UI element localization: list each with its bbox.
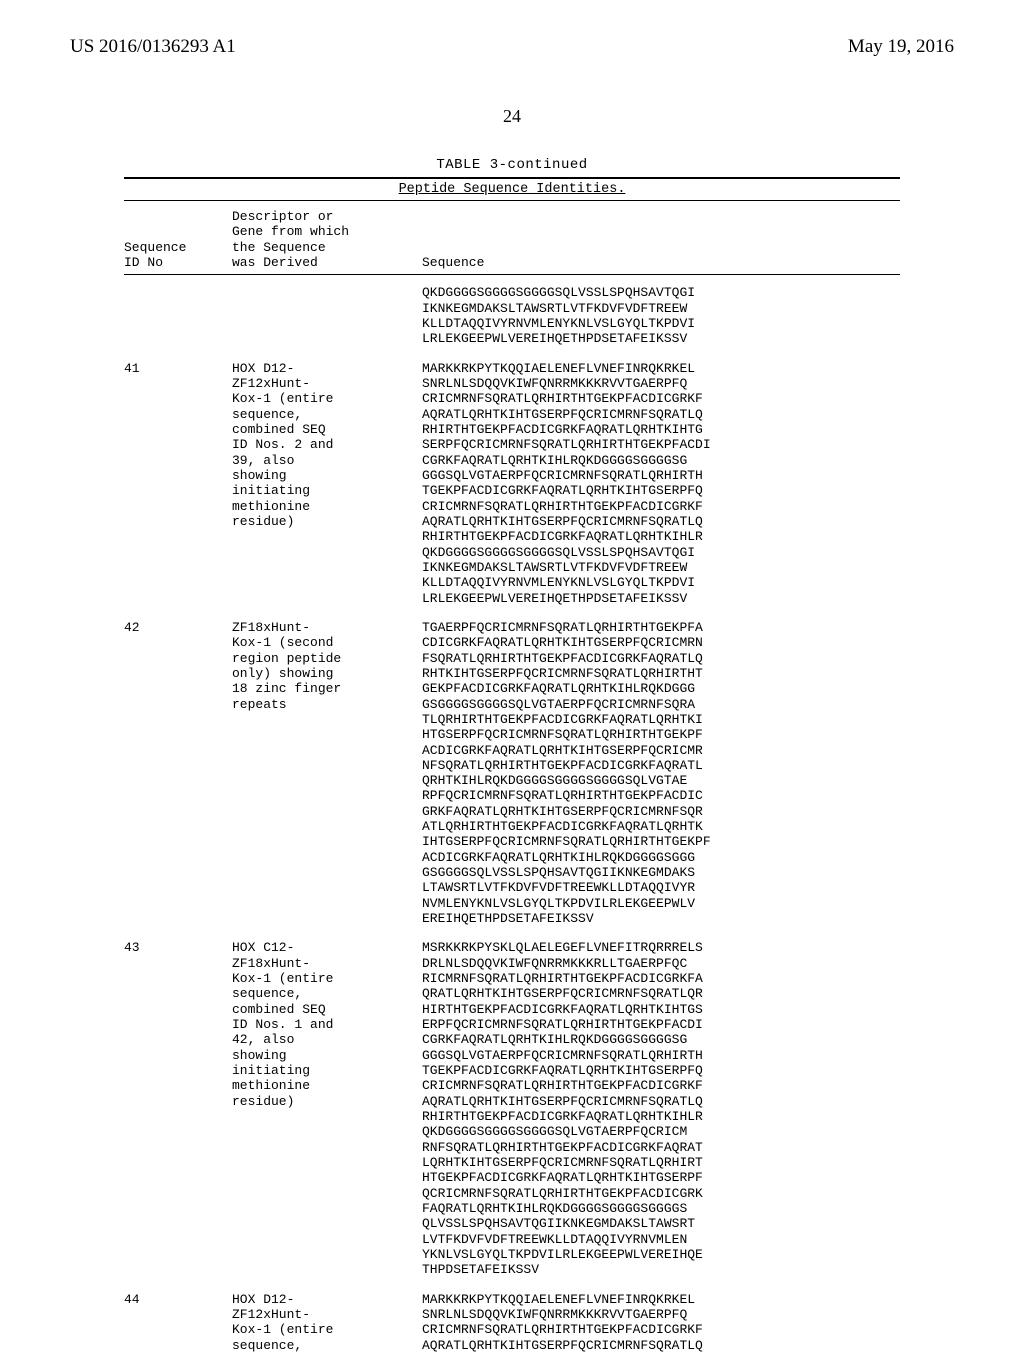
sequence-line: YKNLVSLGYQLTKPDVILRLEKGEEPWLVEREIHQE xyxy=(422,1247,900,1262)
cell-seq-id: 43 xyxy=(124,940,232,955)
page-number: 24 xyxy=(70,106,954,127)
sequence-line: SNRLNLSDQQVKIWFQNRRMKKKRVVTGAERPFQ xyxy=(422,376,900,391)
sequence-line: NVMLENYKNLVSLGYQLTKPDVILRLEKGEEPWLV xyxy=(422,896,900,911)
sequence-line: CRICMRNFSQRATLQRHIRTHTGEKPFACDICGRKF xyxy=(422,1322,900,1337)
rule-header xyxy=(124,274,900,275)
sequence-line: IKNKEGMDAKSLTAWSRTLVTFKDVFVDFTREEW xyxy=(422,560,900,575)
table-header-row: Sequence ID No Descriptor or Gene from w… xyxy=(124,209,900,270)
cell-sequence: MARKKRKPYTKQQIAELENEFLVNEFINRQKRKELSNRLN… xyxy=(422,361,900,606)
sequence-line: QLVSSLSPQHSAVTQGIIKNKEGMDAKSLTAWSRT xyxy=(422,1216,900,1231)
col-header-desc: Descriptor or Gene from which the Sequen… xyxy=(232,209,422,270)
sequence-line: QRATLQRHTKIHTGSERPFQCRICMRNFSQRATLQR xyxy=(422,986,900,1001)
cell-seq-id: 42 xyxy=(124,620,232,635)
sequence-line: HTGSERPFQCRICMRNFSQRATLQRHIRTHTGEKPF xyxy=(422,727,900,742)
sequence-line: GSGGGGSGGGGSQLVGTAERPFQCRICMRNFSQRA xyxy=(422,697,900,712)
sequence-line: IHTGSERPFQCRICMRNFSQRATLQRHIRTHTGEKPF xyxy=(422,834,900,849)
sequence-line: TGAERPFQCRICMRNFSQRATLQRHIRTHTGEKPFA xyxy=(422,620,900,635)
sequence-line: CGRKFAQRATLQRHTKIHLRQKDGGGGSGGGGSG xyxy=(422,453,900,468)
sequence-line: AQRATLQRHTKIHTGSERPFQCRICMRNFSQRATLQ xyxy=(422,1338,900,1353)
sequence-line: GRKFAQRATLQRHTKIHTGSERPFQCRICMRNFSQR xyxy=(422,804,900,819)
sequence-line: THPDSETAFEIKSSV xyxy=(422,1262,900,1277)
sequence-line: LQRHTKIHTGSERPFQCRICMRNFSQRATLQRHIRT xyxy=(422,1155,900,1170)
sequence-line: CRICMRNFSQRATLQRHIRTHTGEKPFACDICGRKF xyxy=(422,1078,900,1093)
sequence-line: GGGSQLVGTAERPFQCRICMRNFSQRATLQRHIRTH xyxy=(422,1048,900,1063)
sequence-line: RHIRTHTGEKPFACDICGRKFAQRATLQRHTKIHLR xyxy=(422,1109,900,1124)
sequence-line: FAQRATLQRHTKIHLRQKDGGGGSGGGGSGGGGS xyxy=(422,1201,900,1216)
sequence-line: TGEKPFACDICGRKFAQRATLQRHTKIHTGSERPFQ xyxy=(422,1063,900,1078)
sequence-line: AQRATLQRHTKIHTGSERPFQCRICMRNFSQRATLQ xyxy=(422,407,900,422)
sequence-line: ATLQRHIRTHTGEKPFACDICGRKFAQRATLQRHTK xyxy=(422,819,900,834)
sequence-line: AQRATLQRHTKIHTGSERPFQCRICMRNFSQRATLQ xyxy=(422,1094,900,1109)
sequence-line: RPFQCRICMRNFSQRATLQRHIRTHTGEKPFACDIC xyxy=(422,788,900,803)
sequence-line: GSGGGGSQLVSSLSPQHSAVTQGIIKNKEGMDAKS xyxy=(422,865,900,880)
peptide-table: Sequence ID No Descriptor or Gene from w… xyxy=(124,209,900,1353)
sequence-line: CRICMRNFSQRATLQRHIRTHTGEKPFACDICGRKF xyxy=(422,391,900,406)
sequence-line: EREIHQETHPDSETAFEIKSSV xyxy=(422,911,900,926)
sequence-line: RICMRNFSQRATLQRHIRTHTGEKPFACDICGRKFA xyxy=(422,971,900,986)
sequence-line: IKNKEGMDAKSLTAWSRTLVTFKDVFVDFTREEW xyxy=(422,301,900,316)
sequence-line: RNFSQRATLQRHIRTHTGEKPFACDICGRKFAQRAT xyxy=(422,1140,900,1155)
sequence-line: TLQRHIRTHTGEKPFACDICGRKFAQRATLQRHTKI xyxy=(422,712,900,727)
sequence-line: LVTFKDVFVDFTREEWKLLDTAQQIVYRNVMLEN xyxy=(422,1232,900,1247)
sequence-line: CRICMRNFSQRATLQRHIRTHTGEKPFACDICGRKF xyxy=(422,499,900,514)
cell-sequence: MARKKRKPYTKQQIAELENEFLVNEFINRQKRKELSNRLN… xyxy=(422,1292,900,1353)
sequence-line: KLLDTAQQIVYRNVMLENYKNLVSLGYQLTKPDVI xyxy=(422,316,900,331)
cell-descriptor: HOX C12- ZF18xHunt- Kox-1 (entire sequen… xyxy=(232,940,422,1109)
table-row: QKDGGGGSGGGGSGGGGSQLVSSLSPQHSAVTQGIIKNKE… xyxy=(124,285,900,346)
sequence-line: MARKKRKPYTKQQIAELENEFLVNEFINRQKRKEL xyxy=(422,361,900,376)
sequence-line: SERPFQCRICMRNFSQRATLQRHIRTHTGEKPFACDI xyxy=(422,437,900,452)
sequence-line: HIRTHTGEKPFACDICGRKFAQRATLQRHTKIHTGS xyxy=(422,1002,900,1017)
sequence-line: ACDICGRKFAQRATLQRHTKIHTGSERPFQCRICMR xyxy=(422,743,900,758)
sequence-line: QKDGGGGSGGGGSGGGGSQLVSSLSPQHSAVTQGI xyxy=(422,545,900,560)
page-header: US 2016/0136293 A1 May 19, 2016 xyxy=(70,36,954,58)
cell-descriptor: HOX D12- ZF12xHunt- Kox-1 (entire sequen… xyxy=(232,1292,422,1353)
col-header-id: Sequence ID No xyxy=(124,240,232,271)
sequence-line: GGGSQLVGTAERPFQCRICMRNFSQRATLQRHIRTH xyxy=(422,468,900,483)
sequence-line: CGRKFAQRATLQRHTKIHLRQKDGGGGSGGGGSG xyxy=(422,1032,900,1047)
sequence-line: SNRLNLSDQQVKIWFQNRRMKKKRVVTGAERPFQ xyxy=(422,1307,900,1322)
sequence-line: CDICGRKFAQRATLQRHTKIHTGSERPFQCRICMRN xyxy=(422,635,900,650)
rule-sub xyxy=(124,200,900,201)
sequence-line: RHTKIHTGSERPFQCRICMRNFSQRATLQRHIRTHT xyxy=(422,666,900,681)
cell-descriptor: ZF18xHunt- Kox-1 (second region peptide … xyxy=(232,620,422,712)
table-row: 42ZF18xHunt- Kox-1 (second region peptid… xyxy=(124,620,900,927)
sequence-line: LTAWSRTLVTFKDVFVDFTREEWKLLDTAQQIVYR xyxy=(422,880,900,895)
publication-date: May 19, 2016 xyxy=(848,36,954,58)
rule-top xyxy=(124,177,900,179)
sequence-line: LRLEKGEEPWLVEREIHQETHPDSETAFEIKSSV xyxy=(422,331,900,346)
table-subtitle: Peptide Sequence Identities. xyxy=(70,182,954,197)
sequence-line: RHIRTHTGEKPFACDICGRKFAQRATLQRHTKIHLR xyxy=(422,529,900,544)
sequence-line: TGEKPFACDICGRKFAQRATLQRHTKIHTGSERPFQ xyxy=(422,483,900,498)
sequence-line: GEKPFACDICGRKFAQRATLQRHTKIHLRQKDGGG xyxy=(422,681,900,696)
table-row: 44HOX D12- ZF12xHunt- Kox-1 (entire sequ… xyxy=(124,1292,900,1353)
sequence-line: DRLNLSDQQVKIWFQNRRMKKKRLLTGAERPFQC xyxy=(422,956,900,971)
sequence-line: QKDGGGGSGGGGSGGGGSQLVGTAERPFQCRICM xyxy=(422,1124,900,1139)
sequence-line: QCRICMRNFSQRATLQRHIRTHTGEKPFACDICGRK xyxy=(422,1186,900,1201)
cell-descriptor: HOX D12- ZF12xHunt- Kox-1 (entire sequen… xyxy=(232,361,422,530)
sequence-line: NFSQRATLQRHIRTHTGEKPFACDICGRKFAQRATL xyxy=(422,758,900,773)
sequence-line: LRLEKGEEPWLVEREIHQETHPDSETAFEIKSSV xyxy=(422,591,900,606)
sequence-line: QKDGGGGSGGGGSGGGGSQLVSSLSPQHSAVTQGI xyxy=(422,285,900,300)
cell-sequence: TGAERPFQCRICMRNFSQRATLQRHIRTHTGEKPFACDIC… xyxy=(422,620,900,927)
table-row: 43HOX C12- ZF18xHunt- Kox-1 (entire sequ… xyxy=(124,940,900,1277)
publication-number: US 2016/0136293 A1 xyxy=(70,36,236,58)
sequence-line: ERPFQCRICMRNFSQRATLQRHIRTHTGEKPFACDI xyxy=(422,1017,900,1032)
sequence-line: ACDICGRKFAQRATLQRHTKIHLRQKDGGGGSGGG xyxy=(422,850,900,865)
cell-seq-id: 41 xyxy=(124,361,232,376)
col-header-seq: Sequence xyxy=(422,255,900,270)
sequence-line: KLLDTAQQIVYRNVMLENYKNLVSLGYQLTKPDVI xyxy=(422,575,900,590)
sequence-line: RHIRTHTGEKPFACDICGRKFAQRATLQRHTKIHTG xyxy=(422,422,900,437)
cell-sequence: QKDGGGGSGGGGSGGGGSQLVSSLSPQHSAVTQGIIKNKE… xyxy=(422,285,900,346)
cell-seq-id: 44 xyxy=(124,1292,232,1307)
sequence-line: FSQRATLQRHIRTHTGEKPFACDICGRKFAQRATLQ xyxy=(422,651,900,666)
cell-sequence: MSRKKRKPYSKLQLAELEGEFLVNEFITRQRRRELSDRLN… xyxy=(422,940,900,1277)
sequence-line: MSRKKRKPYSKLQLAELEGEFLVNEFITRQRRRELS xyxy=(422,940,900,955)
page: US 2016/0136293 A1 May 19, 2016 24 TABLE… xyxy=(0,0,1024,1320)
sequence-line: HTGEKPFACDICGRKFAQRATLQRHTKIHTGSERPF xyxy=(422,1170,900,1185)
sequence-line: MARKKRKPYTKQQIAELENEFLVNEFINRQKRKEL xyxy=(422,1292,900,1307)
sequence-line: AQRATLQRHTKIHTGSERPFQCRICMRNFSQRATLQ xyxy=(422,514,900,529)
sequence-line: QRHTKIHLRQKDGGGGSGGGGSGGGGSQLVGTAE xyxy=(422,773,900,788)
table-row: 41HOX D12- ZF12xHunt- Kox-1 (entire sequ… xyxy=(124,361,900,606)
table-title: TABLE 3-continued xyxy=(70,157,954,173)
